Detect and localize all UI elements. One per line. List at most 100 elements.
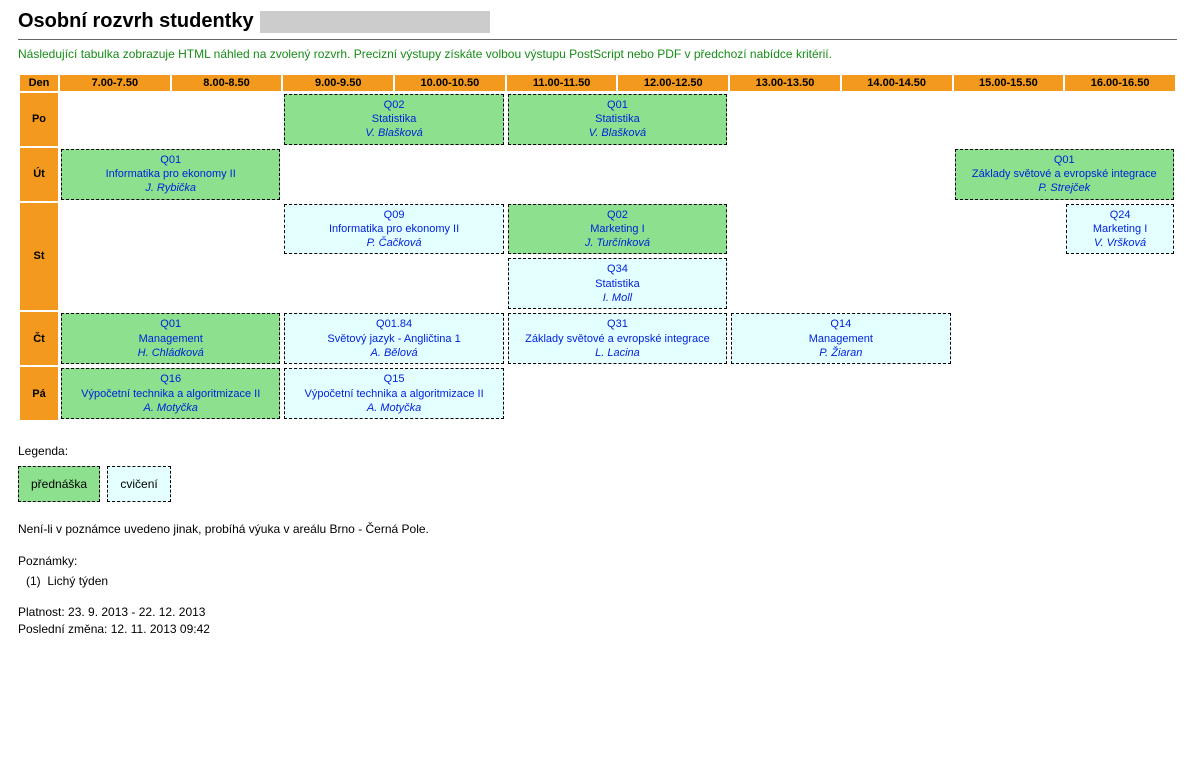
- intro-text: Následující tabulka zobrazuje HTML náhle…: [18, 46, 1177, 63]
- teacher-name: J. Turčínková: [511, 236, 724, 250]
- header-slot: 11.00-11.50: [507, 75, 617, 91]
- class-slot: Q24Marketing IV. Vršková: [1065, 203, 1175, 256]
- class-slot: Q02Marketing IJ. Turčínková: [507, 203, 728, 256]
- room-code: Q01: [64, 153, 277, 167]
- empty-slot: [730, 203, 840, 256]
- exercise-cell[interactable]: Q34StatistikaI. Moll: [508, 258, 727, 309]
- subject-name: Světový jazyk - Angličtina 1: [287, 332, 500, 346]
- empty-slot: [60, 93, 170, 146]
- exercise-cell[interactable]: Q24Marketing IV. Vršková: [1066, 204, 1174, 255]
- subject-name: Informatika pro ekonomy II: [64, 167, 277, 181]
- class-slot: Q01Základy světové a evropské integraceP…: [954, 148, 1176, 201]
- subject-name: Management: [64, 332, 277, 346]
- exercise-cell[interactable]: Q31Základy světové a evropské integraceL…: [508, 313, 727, 364]
- empty-slot: [1065, 93, 1175, 146]
- teacher-name: P. Strejček: [958, 181, 1172, 195]
- empty-slot: [842, 257, 952, 310]
- class-slot: Q14ManagementP. Žiaran: [730, 312, 951, 365]
- empty-slot: [1065, 257, 1175, 310]
- empty-slot: [618, 148, 728, 201]
- teacher-name: V. Vršková: [1069, 236, 1171, 250]
- teacher-name: L. Lacina: [511, 346, 724, 360]
- lecture-cell[interactable]: Q01Informatika pro ekonomy IIJ. Rybička: [61, 149, 280, 200]
- subject-name: Výpočetní technika a algoritmizace II: [287, 387, 500, 401]
- class-slot: Q09Informatika pro ekonomy IIP. Čačková: [283, 203, 504, 256]
- timetable-header-row: Den 7.00-7.50 8.00-8.50 9.00-9.50 10.00-…: [20, 75, 1175, 91]
- timetable-row: PoQ02StatistikaV. BlaškováQ01StatistikaV…: [20, 93, 1175, 146]
- class-slot: Q01Informatika pro ekonomy IIJ. Rybička: [60, 148, 281, 201]
- teacher-name: H. Chládková: [64, 346, 277, 360]
- empty-slot: [1065, 367, 1175, 420]
- empty-slot: [395, 148, 505, 201]
- room-code: Q16: [64, 372, 277, 386]
- title-divider: [18, 39, 1177, 40]
- room-code: Q24: [1069, 208, 1171, 222]
- empty-slot: [842, 367, 952, 420]
- empty-slot: [172, 203, 282, 256]
- room-code: Q02: [511, 208, 724, 222]
- subject-name: Informatika pro ekonomy II: [287, 222, 500, 236]
- timetable-row: PáQ16Výpočetní technika a algoritmizace …: [20, 367, 1175, 420]
- lecture-cell[interactable]: Q02StatistikaV. Blašková: [284, 94, 503, 145]
- room-code: Q01.84: [287, 317, 500, 331]
- empty-slot: [730, 257, 840, 310]
- day-label: Út: [20, 148, 58, 201]
- room-code: Q09: [287, 208, 500, 222]
- empty-slot: [730, 148, 840, 201]
- lecture-cell[interactable]: Q01ManagementH. Chládková: [61, 313, 280, 364]
- header-slot: 10.00-10.50: [395, 75, 505, 91]
- exercise-cell[interactable]: Q09Informatika pro ekonomy IIP. Čačková: [284, 204, 503, 255]
- teacher-name: V. Blašková: [511, 126, 724, 140]
- timetable: Den 7.00-7.50 8.00-8.50 9.00-9.50 10.00-…: [18, 73, 1177, 422]
- teacher-name: V. Blašková: [287, 126, 500, 140]
- header-slot: 7.00-7.50: [60, 75, 170, 91]
- room-code: Q01: [958, 153, 1172, 167]
- timetable-row: ÚtQ01Informatika pro ekonomy IIJ. Rybičk…: [20, 148, 1175, 201]
- empty-slot: [395, 257, 505, 310]
- page-title: Osobní rozvrh studentky: [18, 10, 1177, 33]
- empty-slot: [842, 203, 952, 256]
- notes-block: Není-li v poznámce uvedeno jinak, probíh…: [18, 520, 1177, 590]
- teacher-name: J. Rybička: [64, 181, 277, 195]
- subject-name: Statistika: [511, 112, 724, 126]
- subject-name: Marketing I: [1069, 222, 1171, 236]
- teacher-name: A. Bělová: [287, 346, 500, 360]
- day-label: Čt: [20, 312, 58, 365]
- exercise-cell[interactable]: Q15Výpočetní technika a algoritmizace II…: [284, 368, 503, 419]
- class-slot: Q01.84Světový jazyk - Angličtina 1A. Běl…: [283, 312, 504, 365]
- empty-slot: [507, 367, 617, 420]
- header-slot: 15.00-15.50: [954, 75, 1064, 91]
- empty-slot: [730, 367, 840, 420]
- class-slot: Q31Základy světové a evropské integraceL…: [507, 312, 728, 365]
- teacher-name: P. Čačková: [287, 236, 500, 250]
- class-slot: Q34StatistikaI. Moll: [507, 257, 728, 310]
- lecture-cell[interactable]: Q01Základy světové a evropské integraceP…: [955, 149, 1175, 200]
- class-slot: Q16Výpočetní technika a algoritmizace II…: [60, 367, 281, 420]
- updated-text: Poslední změna: 12. 11. 2013 09:42: [18, 621, 1177, 638]
- notes-label: Poznámky:: [18, 552, 1177, 570]
- lecture-cell[interactable]: Q16Výpočetní technika a algoritmizace II…: [61, 368, 280, 419]
- room-code: Q34: [511, 262, 724, 276]
- exercise-cell[interactable]: Q01.84Světový jazyk - Angličtina 1A. Běl…: [284, 313, 503, 364]
- room-code: Q15: [287, 372, 500, 386]
- exercise-cell[interactable]: Q14ManagementP. Žiaran: [731, 313, 950, 364]
- subject-name: Základy světové a evropské integrace: [958, 167, 1172, 181]
- header-slot: 16.00-16.50: [1065, 75, 1175, 91]
- empty-slot: [954, 93, 1064, 146]
- note-item: Lichý týden: [47, 574, 108, 588]
- empty-slot: [842, 93, 952, 146]
- timetable-row: StQ09Informatika pro ekonomy IIP. Čačkov…: [20, 203, 1175, 256]
- legend-exercise: cvičení: [107, 466, 170, 502]
- lecture-cell[interactable]: Q02Marketing IJ. Turčínková: [508, 204, 727, 255]
- teacher-name: A. Motyčka: [64, 401, 277, 415]
- notes-list: (1) Lichý týden: [26, 572, 1177, 590]
- header-slot: 8.00-8.50: [172, 75, 282, 91]
- teacher-name: A. Motyčka: [287, 401, 500, 415]
- student-name-placeholder: [260, 11, 490, 33]
- class-slot: Q01ManagementH. Chládková: [60, 312, 281, 365]
- class-slot: Q15Výpočetní technika a algoritmizace II…: [283, 367, 504, 420]
- lecture-cell[interactable]: Q01StatistikaV. Blašková: [508, 94, 727, 145]
- empty-slot: [60, 203, 170, 256]
- teacher-name: P. Žiaran: [734, 346, 947, 360]
- header-slot: 9.00-9.50: [283, 75, 393, 91]
